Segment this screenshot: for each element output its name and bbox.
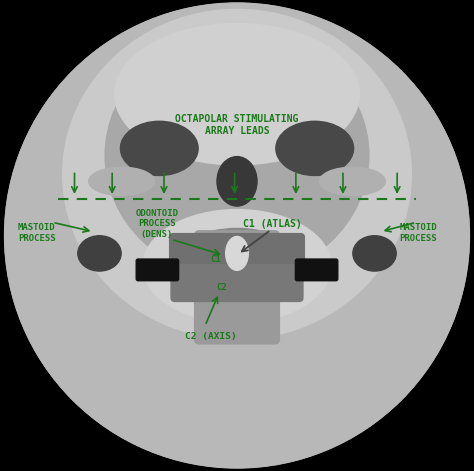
FancyBboxPatch shape [195,231,279,344]
Ellipse shape [276,121,354,175]
Ellipse shape [63,9,411,339]
Text: MASTOID
PROCESS: MASTOID PROCESS [18,223,55,243]
Ellipse shape [217,156,257,206]
FancyBboxPatch shape [295,259,338,281]
Text: MASTOID
PROCESS: MASTOID PROCESS [400,223,437,243]
FancyBboxPatch shape [171,265,303,301]
Text: OCTAPOLAR STIMULATING
ARRAY LEADS: OCTAPOLAR STIMULATING ARRAY LEADS [175,114,299,136]
Ellipse shape [78,236,121,271]
Ellipse shape [319,167,385,195]
Text: C1: C1 [210,254,221,264]
Ellipse shape [105,33,369,278]
Text: C2 (AXIS): C2 (AXIS) [185,332,237,341]
FancyBboxPatch shape [170,234,304,268]
Ellipse shape [120,121,198,175]
Text: ODONTOID
PROCESS
(DENS): ODONTOID PROCESS (DENS) [136,209,178,239]
Ellipse shape [143,210,331,323]
Ellipse shape [115,24,359,165]
Circle shape [4,2,470,469]
Text: C1 (ATLAS): C1 (ATLAS) [243,219,301,229]
Ellipse shape [89,167,155,195]
Ellipse shape [353,236,396,271]
Ellipse shape [226,236,248,270]
FancyBboxPatch shape [136,259,179,281]
Text: C2: C2 [217,283,228,292]
Ellipse shape [171,228,303,304]
